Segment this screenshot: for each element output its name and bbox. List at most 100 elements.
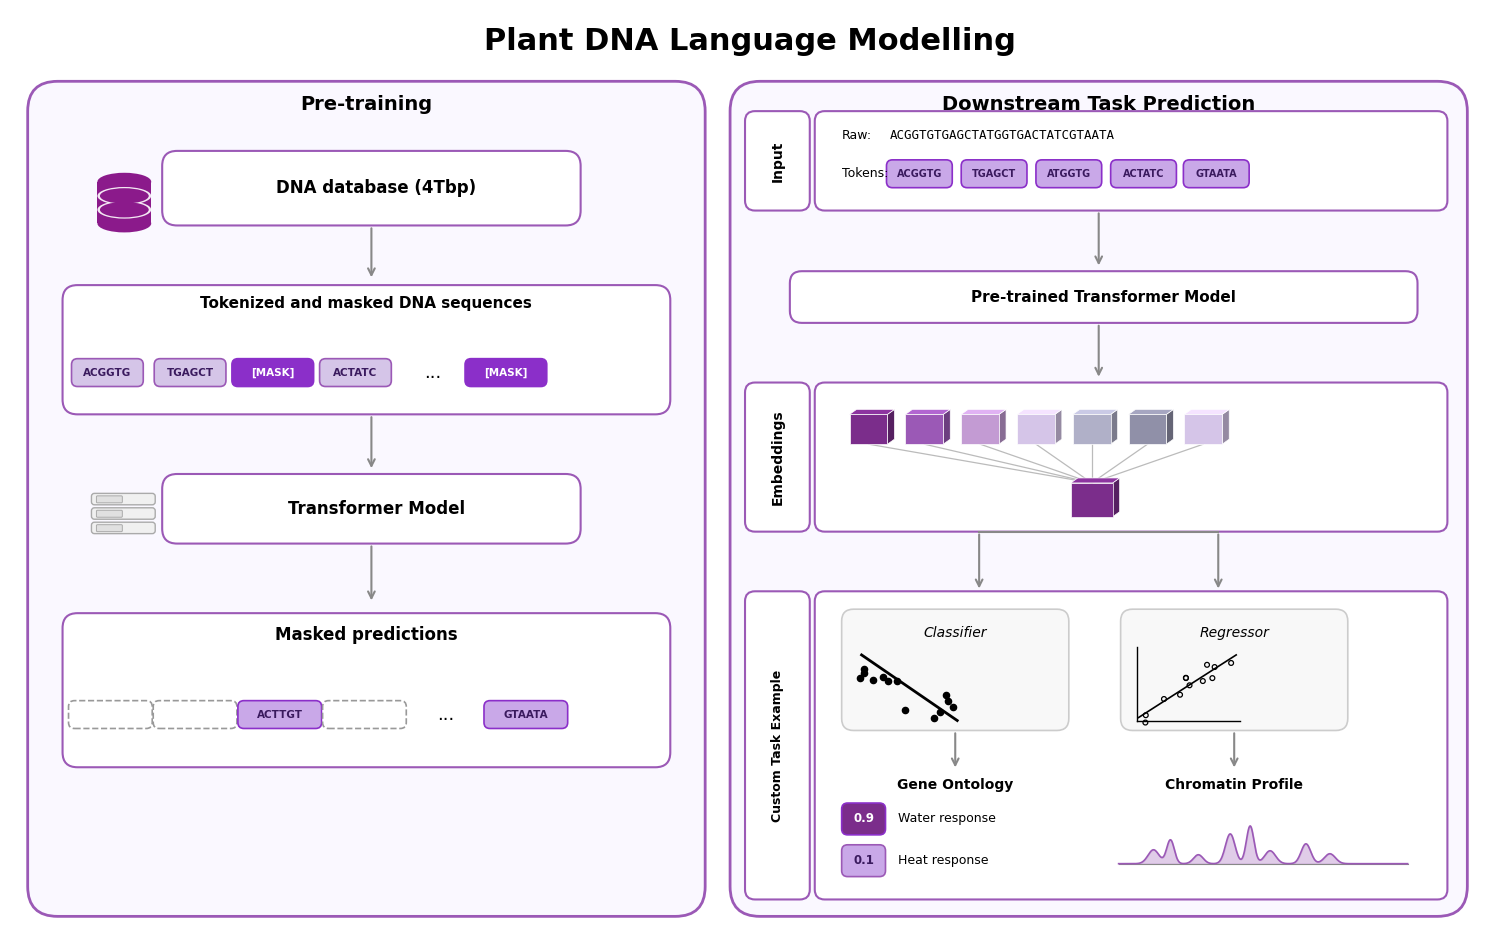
Text: TGAGCT: TGAGCT <box>972 169 1016 178</box>
Text: Heat response: Heat response <box>898 854 989 868</box>
Text: Gene Ontology: Gene Ontology <box>897 778 1014 792</box>
FancyBboxPatch shape <box>27 81 705 917</box>
FancyBboxPatch shape <box>465 359 548 386</box>
FancyBboxPatch shape <box>92 508 154 519</box>
FancyBboxPatch shape <box>96 496 123 503</box>
Polygon shape <box>1054 410 1062 445</box>
FancyBboxPatch shape <box>815 111 1448 211</box>
Text: Water response: Water response <box>898 813 996 825</box>
Polygon shape <box>1071 478 1119 483</box>
Text: GTAATA: GTAATA <box>504 710 548 719</box>
Text: [MASK]: [MASK] <box>484 367 528 378</box>
FancyBboxPatch shape <box>746 591 810 900</box>
Text: Chromatin Profile: Chromatin Profile <box>1166 778 1304 792</box>
Point <box>1178 678 1202 693</box>
FancyBboxPatch shape <box>1120 609 1348 731</box>
FancyBboxPatch shape <box>1128 414 1167 445</box>
Text: TGAGCT: TGAGCT <box>166 367 213 378</box>
Text: Input: Input <box>771 140 784 181</box>
FancyBboxPatch shape <box>1185 414 1222 445</box>
Point <box>847 670 871 685</box>
Point <box>927 705 951 720</box>
Text: Embeddings: Embeddings <box>771 410 784 505</box>
FancyBboxPatch shape <box>63 285 670 414</box>
Text: Tokens:: Tokens: <box>842 167 888 180</box>
Point <box>934 687 958 702</box>
Text: ACGGTGTGAGCTATGGTGACTATCGTAATA: ACGGTGTGAGCTATGGTGACTATCGTAATA <box>890 129 1114 143</box>
FancyBboxPatch shape <box>96 525 123 531</box>
Point <box>1174 670 1198 685</box>
Text: [MASK]: [MASK] <box>251 367 294 378</box>
Polygon shape <box>849 410 894 414</box>
FancyBboxPatch shape <box>232 359 314 386</box>
Text: Regressor: Regressor <box>1200 626 1269 640</box>
FancyBboxPatch shape <box>162 151 580 226</box>
Ellipse shape <box>98 173 152 191</box>
FancyBboxPatch shape <box>322 700 406 729</box>
FancyBboxPatch shape <box>92 522 154 533</box>
Point <box>1152 691 1176 706</box>
Point <box>936 694 960 709</box>
FancyBboxPatch shape <box>1071 483 1113 516</box>
FancyBboxPatch shape <box>162 474 580 544</box>
Text: Pre-training: Pre-training <box>300 94 432 113</box>
Text: Pre-trained Transformer Model: Pre-trained Transformer Model <box>970 290 1236 305</box>
FancyBboxPatch shape <box>730 81 1467 917</box>
FancyBboxPatch shape <box>906 414 944 445</box>
FancyBboxPatch shape <box>849 414 888 445</box>
Ellipse shape <box>100 188 148 204</box>
Polygon shape <box>944 410 951 445</box>
Polygon shape <box>1128 410 1173 414</box>
FancyBboxPatch shape <box>1072 414 1110 445</box>
Polygon shape <box>906 410 951 414</box>
FancyBboxPatch shape <box>484 700 567 729</box>
FancyBboxPatch shape <box>886 160 952 188</box>
Text: GTAATA: GTAATA <box>1196 169 1237 178</box>
FancyBboxPatch shape <box>153 700 237 729</box>
Point <box>1134 715 1158 730</box>
Text: Classifier: Classifier <box>924 626 987 640</box>
Text: Plant DNA Language Modelling: Plant DNA Language Modelling <box>484 27 1016 56</box>
Text: Raw:: Raw: <box>842 129 872 143</box>
Point <box>1191 673 1215 688</box>
FancyBboxPatch shape <box>238 700 321 729</box>
Polygon shape <box>1222 410 1228 445</box>
Polygon shape <box>1017 410 1062 414</box>
FancyBboxPatch shape <box>1110 160 1176 188</box>
Point <box>876 674 900 689</box>
Point <box>852 662 876 677</box>
Ellipse shape <box>98 201 152 219</box>
Point <box>1134 708 1158 723</box>
Polygon shape <box>1110 410 1118 445</box>
FancyBboxPatch shape <box>320 359 392 386</box>
Point <box>1203 660 1227 675</box>
Text: ACTATC: ACTATC <box>333 367 378 378</box>
FancyBboxPatch shape <box>69 700 152 729</box>
Point <box>922 710 946 725</box>
Ellipse shape <box>98 187 152 205</box>
Text: Tokenized and masked DNA sequences: Tokenized and masked DNA sequences <box>201 295 532 311</box>
Point <box>1220 655 1244 670</box>
FancyBboxPatch shape <box>1184 160 1250 188</box>
Text: 0.1: 0.1 <box>853 854 874 868</box>
Point <box>1168 687 1192 702</box>
FancyBboxPatch shape <box>96 511 123 517</box>
Polygon shape <box>98 181 152 224</box>
Point <box>1174 670 1198 685</box>
FancyBboxPatch shape <box>63 614 670 767</box>
FancyBboxPatch shape <box>962 160 1028 188</box>
Text: ACTATC: ACTATC <box>1124 169 1164 178</box>
Polygon shape <box>1113 478 1119 516</box>
Text: ACGGTG: ACGGTG <box>897 169 942 178</box>
Point <box>940 700 964 715</box>
Point <box>1200 670 1224 685</box>
Text: ACTTGT: ACTTGT <box>256 710 303 719</box>
Polygon shape <box>962 410 1006 414</box>
FancyBboxPatch shape <box>1036 160 1101 188</box>
Polygon shape <box>1167 410 1173 445</box>
Text: Transformer Model: Transformer Model <box>288 499 465 517</box>
FancyBboxPatch shape <box>842 609 1070 731</box>
Ellipse shape <box>100 202 148 217</box>
Text: ATGGTG: ATGGTG <box>1047 169 1090 178</box>
Text: ...: ... <box>438 705 454 723</box>
